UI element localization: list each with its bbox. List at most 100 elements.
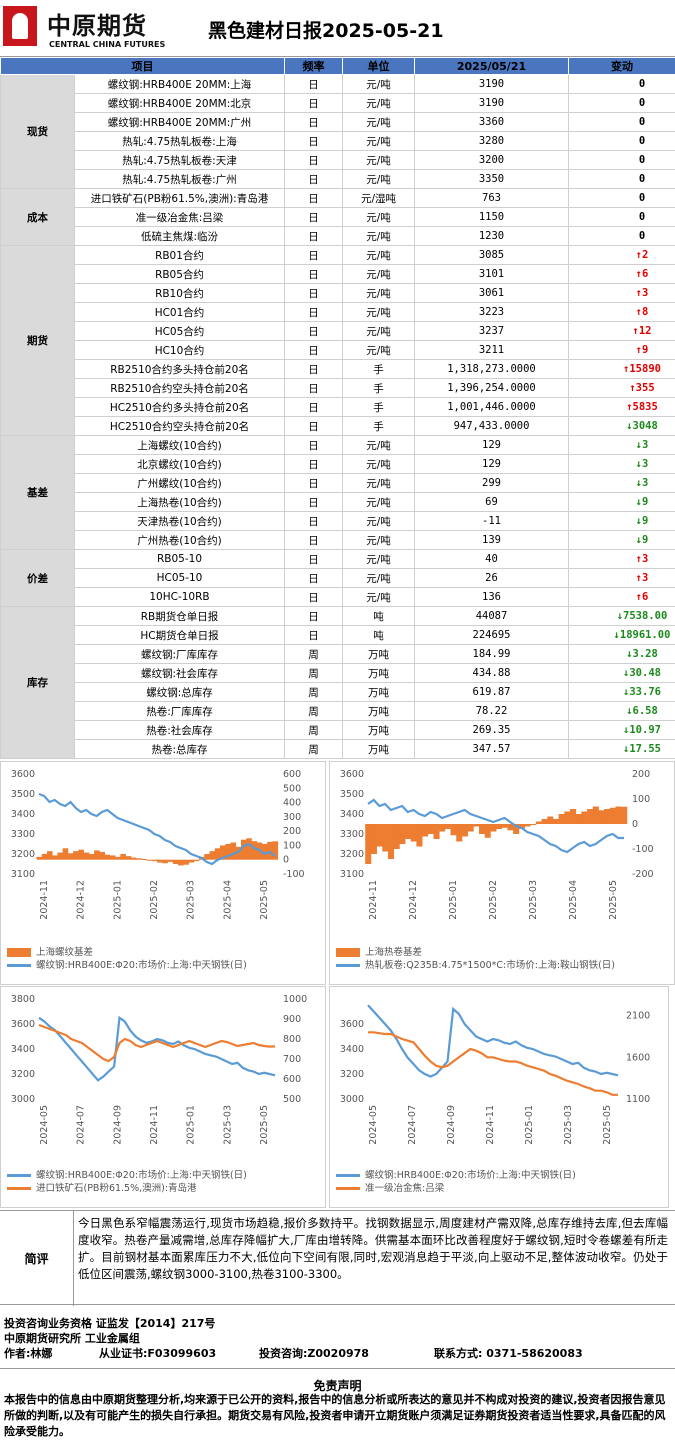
basis-bar (501, 824, 508, 828)
table-row: 热轧:4.75热轧板卷:天津日元/吨 3200 0 (1, 150, 675, 170)
table-row: 螺纹钢:总库存周万吨 619.87 ↓33.76 (1, 682, 675, 702)
footer-author: 作者:林娜 (4, 1347, 53, 1360)
change-cell: ↓6.58 (568, 701, 675, 721)
category-cell: 现货 (0, 74, 75, 189)
basis-bar (570, 809, 577, 824)
unit-cell: 元/吨 (342, 150, 415, 170)
unit-cell: 万吨 (342, 644, 415, 664)
unit-cell: 元/吨 (342, 511, 415, 531)
arrow-up-icon: ↑ (635, 249, 642, 261)
freq-cell: 日 (284, 625, 343, 645)
item-cell: RB01合约 (74, 245, 285, 265)
x-tick-label: 2025-02 (149, 880, 160, 920)
change-cell: ↑355 (568, 378, 675, 398)
basis-bar (609, 807, 616, 824)
y-left-tick-label: 3200 (340, 1069, 364, 1080)
table-row: 螺纹钢:厂库库存周万吨 184.99 ↓3.28 (1, 644, 675, 664)
unit-cell: 吨 (342, 606, 415, 626)
change-cell: ↑15890 (568, 359, 675, 379)
value-cell: 3061 (414, 283, 569, 303)
arrow-up-icon: ↑ (635, 553, 642, 565)
change-value: 3.28 (632, 648, 658, 660)
chart-legend: 上海螺纹基差 螺纹钢:HRB400E:Φ20:市场价:上海:中天钢铁(日) (7, 946, 319, 972)
freq-cell: 日 (284, 283, 343, 303)
y-right-tick-label: 500 (283, 1094, 301, 1105)
basis-bar (615, 806, 622, 824)
y-left-tick-label: 3600 (340, 769, 364, 780)
item-cell: 热轧:4.75热轧板卷:天津 (74, 150, 285, 170)
x-tick-label: 2024-05 (368, 1105, 379, 1145)
x-tick-label: 2025-01 (524, 1105, 535, 1145)
basis-bar (204, 854, 210, 860)
y-left-tick-label: 3800 (11, 994, 35, 1005)
y-left-tick-label: 3100 (11, 869, 35, 880)
freq-cell: 日 (284, 435, 343, 455)
item-cell: 热轧:4.75热轧板卷:上海 (74, 131, 285, 151)
x-tick-label: 2024-05 (39, 1105, 50, 1145)
basis-bar (604, 809, 611, 824)
value-cell: 1,001,446.0000 (414, 397, 569, 417)
change-cell: ↑6 (568, 587, 675, 607)
change-cell: 0 (568, 188, 675, 208)
freq-cell: 周 (284, 739, 343, 759)
value-cell: 269.35 (414, 720, 569, 740)
legend-swatch (336, 948, 360, 957)
legend-swatch (7, 948, 31, 957)
change-value: 0 (638, 135, 646, 147)
x-tick-label: 2024-07 (76, 1105, 87, 1145)
basis-bar (416, 824, 423, 847)
basis-bar (146, 859, 153, 861)
chart-shanghai-hrc-basis: 3600 3500 3400 3300 3200 3100 200 100 0 -100 -200 2… (329, 761, 675, 985)
value-cell: 3190 (414, 74, 569, 94)
y-right-tick-label: 100 (632, 794, 650, 805)
unit-cell: 元/吨 (342, 245, 415, 265)
basis-bar (251, 841, 258, 860)
freq-cell: 周 (284, 663, 343, 683)
basis-bar (235, 846, 242, 860)
table-row: RB2510合约空头持仓前20名日手 1,396,254.0000 ↑355 (1, 378, 675, 398)
footer-author-line: 作者:林娜 从业证书:F03099603 投资咨询:Z0020978 联系方式: 03… (4, 1346, 583, 1361)
change-value: 33.76 (629, 686, 661, 698)
change-value: 0 (638, 192, 646, 204)
unit-cell: 元/吨 (342, 435, 415, 455)
unit-cell: 元/吨 (342, 226, 415, 246)
arrow-down-icon: ↓ (623, 724, 630, 736)
arrow-down-icon: ↓ (635, 534, 642, 546)
table-row: 螺纹钢:HRB400E 20MM:北京日元/吨 3190 0 (1, 93, 675, 113)
footer-department: 中原期货研究所 工业金属组 (4, 1332, 140, 1345)
unit-cell: 元/吨 (342, 568, 415, 588)
value-cell: 1150 (414, 207, 569, 227)
basis-bar (564, 811, 571, 824)
change-cell: ↓30.48 (568, 663, 675, 683)
freq-cell: 日 (284, 454, 343, 474)
category-cell: 期货 (0, 245, 75, 436)
y-right-tick-label: -100 (632, 844, 654, 855)
freq-cell: 日 (284, 378, 343, 398)
chart-legend: 螺纹钢:HRB400E:Φ20:市场价:上海:中天钢铁(日) 进口铁矿石(PB粉6… (7, 1169, 319, 1195)
y-left-tick-label: 3400 (340, 809, 364, 820)
basis-bar (422, 824, 429, 837)
arrow-up-icon: ↑ (635, 268, 642, 280)
basis-bar (558, 814, 565, 824)
y-right-tick-label: 600 (283, 1074, 301, 1085)
chart-rebar-vs-iron-ore: 3800 3600 3400 3200 3000 1000 900 800 700 600 500 2… (0, 986, 326, 1208)
y-right-tick-label: -100 (283, 869, 305, 880)
change-value: 15890 (629, 363, 661, 375)
value-cell: -11 (414, 511, 569, 531)
freq-cell: 日 (284, 416, 343, 436)
change-cell: 0 (568, 112, 675, 132)
item-cell: 螺纹钢:厂库库存 (74, 644, 285, 664)
table-row: 上海热卷(10合约) 日元/吨 69 ↓9 (1, 492, 675, 512)
basis-bar (541, 819, 548, 824)
legend-entry: 进口铁矿石(PB粉61.5%,澳洲):青岛港 (7, 1182, 319, 1195)
arrow-down-icon: ↓ (635, 458, 642, 470)
table-row: 热卷:厂库库存周万吨 78.22 ↓6.58 (1, 701, 675, 721)
legend-entry: 螺纹钢:HRB400E:Φ20:市场价:上海:中天钢铁(日) (336, 1169, 662, 1182)
table-row: 低硫主焦煤:临汾日元/吨 1230 0 (1, 226, 675, 246)
change-cell: ↑2 (568, 245, 675, 265)
arrow-down-icon: ↓ (623, 743, 630, 755)
category-cell: 成本 (0, 188, 75, 246)
basis-bar (36, 856, 43, 860)
category-cell: 价差 (0, 549, 75, 607)
basis-bar (178, 859, 184, 866)
